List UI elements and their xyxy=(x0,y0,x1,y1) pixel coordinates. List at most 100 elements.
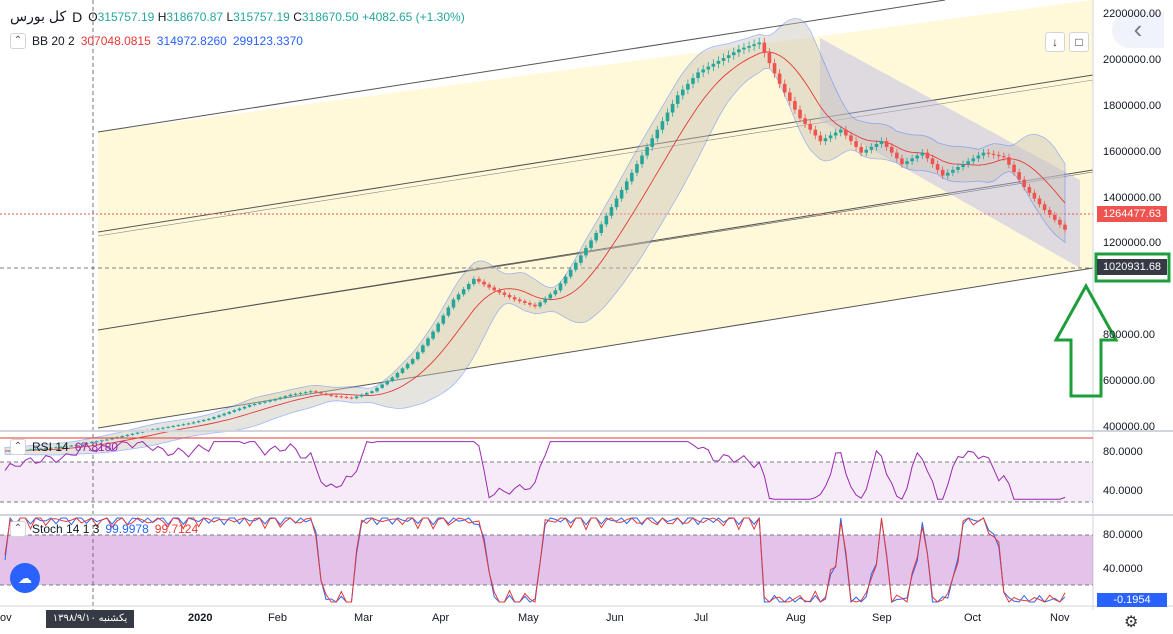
candle-body xyxy=(604,215,609,225)
candle-body xyxy=(436,323,440,332)
candle-body xyxy=(1022,179,1027,188)
candle-body xyxy=(207,418,211,420)
candle-body xyxy=(869,146,874,150)
candle-body xyxy=(487,284,491,288)
candle-body xyxy=(523,301,527,303)
open-value: 315757.19 xyxy=(97,9,155,24)
candle-body xyxy=(930,158,935,165)
time-tick: Aug xyxy=(786,612,806,624)
candle-body xyxy=(288,394,293,397)
candle-body xyxy=(548,294,553,299)
candle-body xyxy=(706,66,711,70)
candle-body xyxy=(451,299,456,308)
ohlc-values: O315757.19 H318670.87 L315757.19 C318670… xyxy=(88,10,464,24)
candle-body xyxy=(130,433,135,435)
price-tick: 1400000.00 xyxy=(1103,191,1162,204)
candle-body xyxy=(38,448,43,450)
bb-lower-value: 299123.3370 xyxy=(232,34,303,48)
candle-body xyxy=(619,189,624,199)
low-value: 315757.19 xyxy=(233,9,290,24)
stoch-band xyxy=(0,535,1093,585)
time-tick: Sep xyxy=(872,612,892,624)
candle-body xyxy=(477,278,481,282)
candle-body xyxy=(726,55,731,59)
price-tick: 400000.00 xyxy=(1103,421,1155,433)
tradingview-logo-icon[interactable]: ☁ xyxy=(10,563,40,593)
high-label: H xyxy=(157,9,167,24)
candle-body xyxy=(991,153,996,155)
collapse-icon[interactable]: ⌃ xyxy=(10,33,26,49)
candle-body xyxy=(359,394,364,397)
candle-body xyxy=(59,446,63,448)
open-label: O xyxy=(88,9,98,24)
candle-body xyxy=(237,408,242,411)
collapse-icon[interactable]: ⌃ xyxy=(10,521,26,537)
candle-body xyxy=(803,118,807,124)
scroll-down-icon[interactable]: ↓ xyxy=(1045,32,1065,52)
candle-body xyxy=(426,338,430,346)
candle-body xyxy=(650,138,655,147)
rsi-band xyxy=(0,462,1093,502)
highlight-box xyxy=(1094,252,1171,283)
main-price-pane[interactable] xyxy=(0,0,1094,610)
close-value: 318670.50 xyxy=(301,9,359,24)
candle-body xyxy=(472,278,476,285)
fullscreen-icon[interactable]: □ xyxy=(1069,32,1089,52)
candle-body xyxy=(533,304,537,307)
candle-body xyxy=(696,72,700,79)
candle-body xyxy=(324,393,328,395)
candle-body xyxy=(711,63,716,67)
rsi-pane[interactable] xyxy=(0,437,1093,503)
price-tick: 1600000.00 xyxy=(1103,145,1162,158)
time-tick: ov xyxy=(0,612,12,624)
collapse-icon[interactable]: ⌃ xyxy=(10,439,26,455)
candle-body xyxy=(258,402,262,404)
candle-body xyxy=(665,112,670,122)
candle-body xyxy=(864,149,869,153)
candle-body xyxy=(895,152,899,159)
bb-basis-value: 307048.0815 xyxy=(80,34,151,48)
stoch-pane[interactable] xyxy=(0,516,1093,604)
time-tick: Nov xyxy=(1050,612,1070,624)
candles xyxy=(8,37,1067,452)
candle-body xyxy=(227,411,232,414)
candle-body xyxy=(334,395,339,397)
price-tick: 800000.00 xyxy=(1103,329,1155,342)
rsi-label[interactable]: RSI 14 xyxy=(32,440,69,454)
crosshair-date-tag: یکشنبه ۱۳۹۸/۹/۱۰ xyxy=(46,610,134,628)
stoch-d-line xyxy=(4,517,1066,604)
interval-label[interactable]: D xyxy=(72,8,83,25)
candle-body xyxy=(54,447,58,449)
candle-body xyxy=(905,161,909,165)
symbol-name[interactable]: کل بورس xyxy=(10,8,67,24)
candle-body xyxy=(370,391,374,394)
candle-body xyxy=(589,240,593,248)
candle-body xyxy=(996,154,1001,157)
back-arrow-icon[interactable]: ‹ xyxy=(1112,12,1164,48)
stoch-tick: 40.0000 xyxy=(1103,563,1143,575)
candle-body xyxy=(161,427,165,429)
candle-body xyxy=(415,352,420,360)
candle-body xyxy=(84,442,89,444)
candle-body xyxy=(507,294,512,298)
bb-label[interactable]: BB 20 2 xyxy=(32,34,75,48)
channel-mid-line xyxy=(97,169,1094,331)
price-tick: 1200000.00 xyxy=(1103,237,1162,250)
gear-icon[interactable]: ⚙ xyxy=(1124,614,1139,631)
candle-body xyxy=(640,155,644,165)
stoch-label[interactable]: Stoch 14 1 3 xyxy=(32,522,100,536)
candle-body xyxy=(553,290,558,295)
candle-body xyxy=(675,95,680,104)
candle-body xyxy=(150,429,155,431)
candle-body xyxy=(247,405,252,407)
candle-body xyxy=(971,158,976,162)
candle-body xyxy=(757,42,762,45)
candle-body xyxy=(915,155,920,159)
candle-body xyxy=(1002,156,1006,158)
candle-body xyxy=(28,449,33,451)
candle-body xyxy=(1058,219,1062,225)
candle-body xyxy=(686,83,690,90)
candle-body xyxy=(879,141,884,145)
candle-body xyxy=(961,164,965,168)
